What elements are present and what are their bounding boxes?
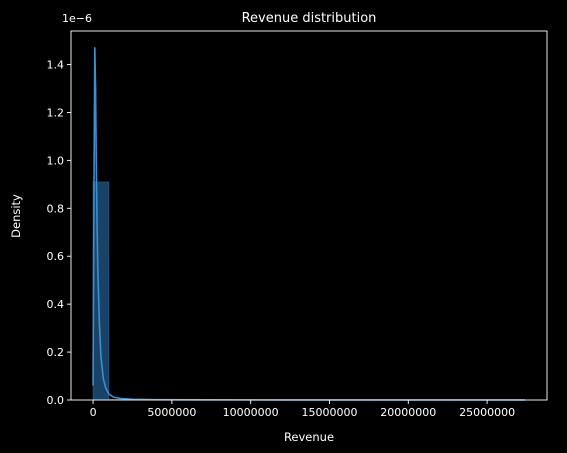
x-tick-label: 15000000: [301, 406, 357, 419]
y-tick-label: 1.0: [47, 154, 65, 167]
y-tick-label: 0.4: [47, 298, 65, 311]
x-axis-label: Revenue: [284, 430, 334, 444]
y-tick-label: 0.8: [47, 202, 65, 215]
ticks: 0 5000000 10000000 15000000 20000000 25000000…: [47, 59, 516, 419]
x-tick-label: 20000000: [380, 406, 436, 419]
plot-frame: [71, 31, 547, 400]
x-tick-label: 10000000: [223, 406, 279, 419]
y-tick-label: 0.0: [47, 394, 65, 407]
x-tick-label: 25000000: [459, 406, 515, 419]
y-tick-label: 0.6: [47, 250, 65, 263]
y-offset-label: 1e−6: [62, 12, 92, 25]
y-tick-label: 1.2: [47, 106, 65, 119]
y-axis-label: Density: [9, 194, 23, 238]
kde-line: [93, 48, 525, 400]
kde-curve-layer: [93, 48, 525, 400]
x-tick-label: 0: [90, 406, 97, 419]
chart-title: Revenue distribution: [242, 11, 377, 26]
axes: [71, 31, 547, 400]
histogram-bar-0: [93, 182, 109, 400]
y-tick-label: 0.2: [47, 346, 65, 359]
x-tick-label: 5000000: [147, 406, 196, 419]
y-tick-label: 1.4: [47, 59, 65, 72]
